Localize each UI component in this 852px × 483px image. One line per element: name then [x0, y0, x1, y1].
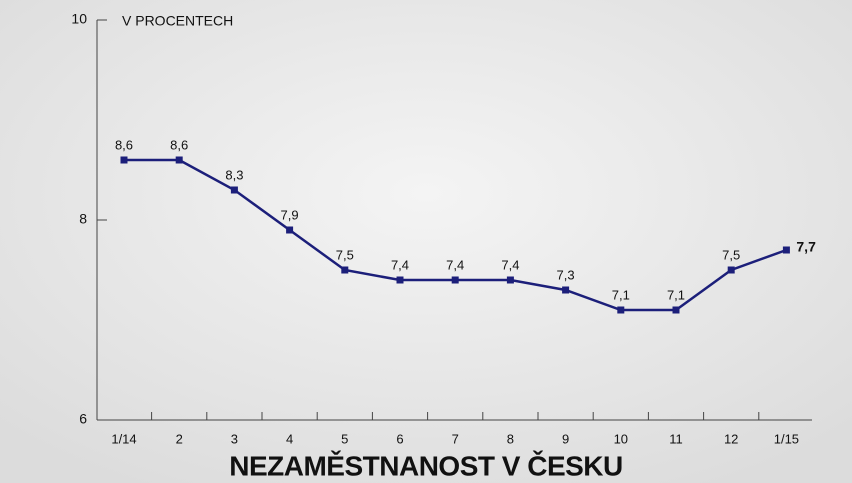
x-tick-label: 10	[614, 431, 628, 446]
value-label: 7,5	[722, 247, 740, 262]
data-point	[728, 267, 735, 274]
value-label: 7,4	[391, 257, 409, 272]
chart: V PROCENTECH NEZAMĚSTNANOST V ČESKU 6 8 10…	[0, 0, 852, 483]
value-label: 8,3	[225, 167, 243, 182]
value-label: 7,3	[557, 267, 575, 282]
data-point	[673, 307, 680, 314]
x-tick-label: 1/15	[774, 431, 799, 446]
value-label: 7,9	[281, 207, 299, 222]
data-point	[231, 187, 238, 194]
y-tick-label: 10	[71, 11, 87, 27]
background	[0, 0, 852, 483]
data-point	[617, 307, 624, 314]
y-tick-label: 8	[79, 211, 87, 227]
value-label: 7,1	[667, 287, 685, 302]
value-label: 7,1	[612, 287, 630, 302]
x-tick-label: 2	[176, 431, 183, 446]
value-label: 7,7	[796, 239, 816, 255]
data-point	[507, 277, 514, 284]
value-label: 7,4	[501, 257, 519, 272]
x-tick-label: 6	[396, 431, 403, 446]
data-point	[783, 247, 790, 254]
data-point	[286, 227, 293, 234]
x-tick-label: 3	[231, 431, 238, 446]
x-tick-label: 12	[724, 431, 738, 446]
x-tick-label: 8	[507, 431, 514, 446]
x-tick-label: 4	[286, 431, 293, 446]
data-point	[397, 277, 404, 284]
x-tick-label: 1/14	[111, 431, 136, 446]
x-tick-label: 5	[341, 431, 348, 446]
data-point	[341, 267, 348, 274]
x-tick-label: 11	[669, 431, 683, 446]
data-point	[121, 157, 128, 164]
value-label: 7,4	[446, 257, 464, 272]
data-point	[452, 277, 459, 284]
x-tick-label: 9	[562, 431, 569, 446]
value-label: 7,5	[336, 247, 354, 262]
data-point	[176, 157, 183, 164]
x-tick-label: 7	[452, 431, 459, 446]
value-label: 8,6	[170, 137, 188, 152]
y-tick-label: 6	[79, 411, 87, 427]
chart-title: NEZAMĚSTNANOST V ČESKU	[229, 449, 622, 481]
data-point	[562, 287, 569, 294]
value-label: 8,6	[115, 137, 133, 152]
y-axis-label: V PROCENTECH	[122, 13, 233, 29]
